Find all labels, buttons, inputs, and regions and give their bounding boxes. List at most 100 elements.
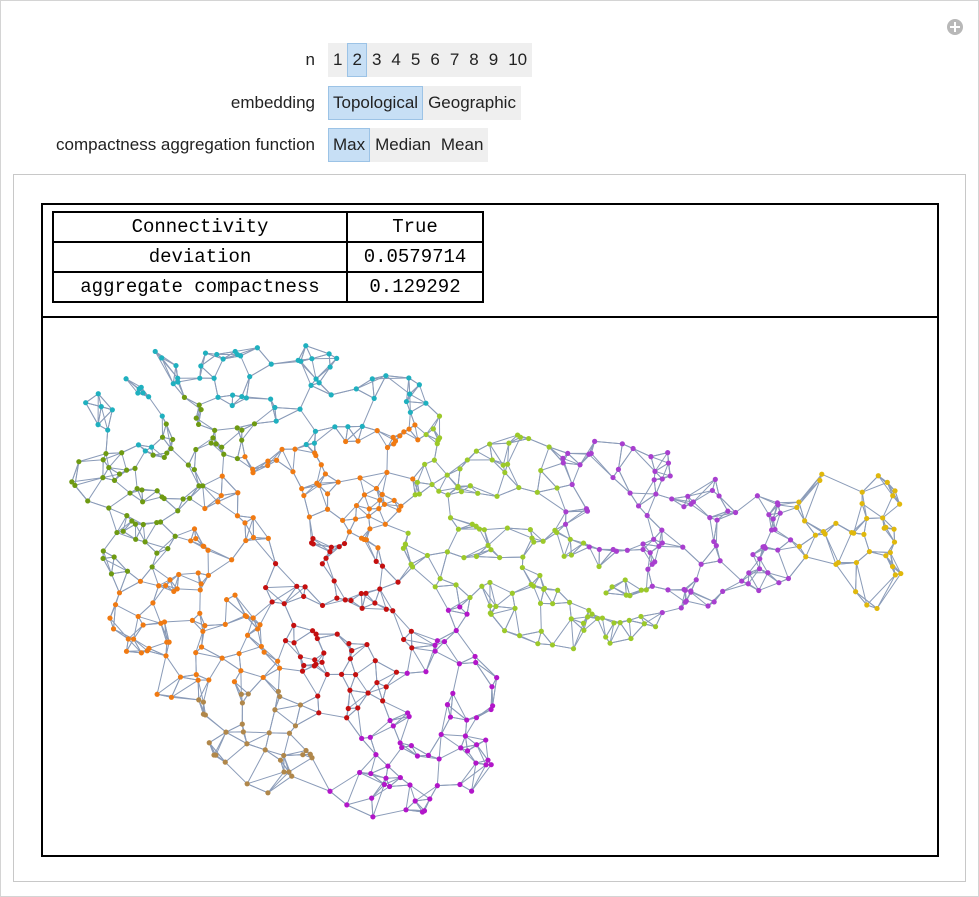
edge [693, 479, 716, 503]
option-button[interactable]: 6 [430, 50, 440, 69]
edge [372, 784, 385, 818]
edge [594, 440, 623, 445]
edge [338, 477, 361, 483]
option-button[interactable]: 9 [488, 50, 499, 69]
option-button[interactable]: 8 [469, 50, 479, 69]
edge [444, 630, 457, 642]
option-button[interactable]: 5 [410, 50, 421, 69]
node [150, 452, 156, 458]
node [236, 650, 242, 657]
edge [177, 381, 185, 398]
node [138, 384, 144, 390]
edge [718, 495, 736, 513]
node [416, 491, 422, 497]
edge [245, 376, 251, 399]
node [220, 356, 226, 362]
edge [197, 680, 200, 700]
edge [384, 503, 401, 507]
edge [267, 448, 283, 462]
edge [281, 449, 294, 472]
node [423, 431, 429, 438]
option-button[interactable]: 10 [508, 50, 528, 69]
edge [458, 525, 477, 530]
add-icon[interactable] [947, 19, 963, 35]
node [268, 361, 274, 367]
edge [889, 552, 902, 574]
edge [804, 520, 824, 533]
edge [133, 624, 144, 640]
edge [198, 679, 210, 701]
option-button[interactable]: 7 [449, 50, 460, 69]
option-button[interactable]: 2 [347, 43, 367, 77]
edge [300, 345, 307, 362]
edge [777, 501, 799, 504]
edge [202, 623, 226, 632]
edge [470, 485, 498, 497]
edge [624, 579, 642, 591]
edge [217, 501, 238, 517]
edge [109, 617, 129, 640]
edge [164, 497, 184, 500]
option-button[interactable]: Mean [440, 135, 484, 154]
edge [370, 720, 391, 738]
edge [360, 593, 376, 604]
edge [671, 495, 688, 500]
option-button[interactable]: Max [328, 128, 371, 162]
edge [300, 704, 320, 714]
edge [438, 474, 448, 492]
edge [265, 585, 297, 589]
option-button[interactable]: Topological [328, 86, 424, 120]
edge [245, 517, 254, 541]
edge [650, 452, 668, 458]
edge [189, 485, 204, 499]
node [242, 613, 248, 619]
edge [97, 406, 102, 425]
edge [437, 783, 460, 787]
edge [110, 556, 115, 574]
edge [463, 544, 489, 559]
edge [883, 527, 895, 543]
edge [180, 674, 197, 678]
edge [805, 534, 816, 557]
edge [103, 452, 122, 461]
option-button[interactable]: 3 [371, 50, 382, 69]
edge [78, 459, 104, 463]
edge [246, 732, 270, 745]
option-button[interactable]: 1 [333, 50, 343, 69]
edge [869, 551, 886, 557]
edge [225, 616, 247, 625]
edge [475, 662, 493, 687]
node [720, 588, 726, 594]
edge [252, 465, 268, 474]
edge [617, 469, 631, 494]
edge [405, 377, 410, 402]
edge [285, 625, 295, 641]
edge [385, 375, 409, 379]
node [167, 577, 173, 583]
edge [777, 539, 791, 551]
edge [661, 462, 669, 480]
edge [267, 775, 293, 794]
edge [537, 487, 558, 493]
edge [455, 584, 461, 608]
edge [460, 744, 477, 749]
option-button[interactable]: Median [375, 135, 431, 154]
edge [200, 365, 215, 379]
node [874, 605, 880, 612]
edge [279, 696, 301, 706]
node [294, 583, 300, 589]
edge [530, 529, 544, 542]
edge [246, 749, 266, 785]
edge [655, 612, 663, 627]
node [681, 504, 687, 510]
edge [630, 623, 645, 639]
edge [257, 347, 272, 365]
edge [274, 704, 301, 711]
option-button[interactable]: 4 [391, 50, 401, 69]
edge [198, 423, 215, 431]
option-button[interactable]: Geographic [428, 93, 516, 112]
edge [863, 518, 868, 535]
edge [687, 489, 713, 497]
edge [392, 725, 401, 744]
